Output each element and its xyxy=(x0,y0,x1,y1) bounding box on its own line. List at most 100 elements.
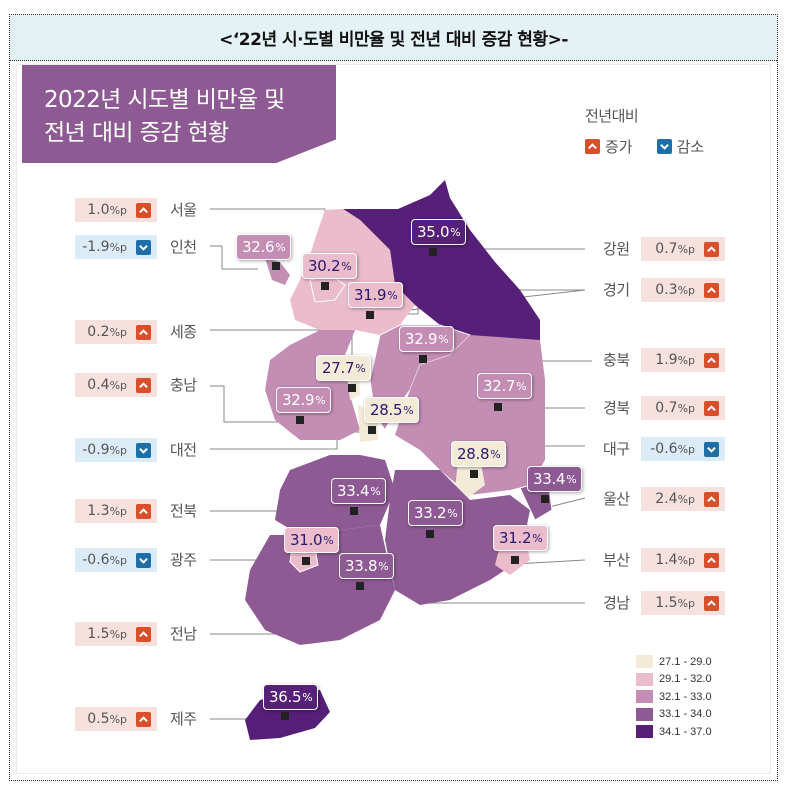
change-chip-chungbuk: 1.9%p xyxy=(641,348,725,372)
rate-bubble-gyeonggi: 31.9% xyxy=(348,282,404,308)
rate-bubble-gyeongnam: 33.2% xyxy=(408,500,464,526)
pin-daegu xyxy=(470,470,478,478)
range-legend-item: 32.1 - 33.0 xyxy=(636,688,712,706)
title-line-2: 전년 대비 증감 현황 xyxy=(44,120,229,146)
increase-arrow-icon xyxy=(136,202,151,218)
decrease-arrow-icon xyxy=(656,139,672,154)
change-chip-daegu: -0.6%p xyxy=(641,437,725,461)
rate-bubble-gyeongbuk: 32.7% xyxy=(477,373,533,399)
increase-arrow-icon xyxy=(704,595,719,611)
swatch-29-32 xyxy=(636,672,653,686)
region-daegu xyxy=(455,458,485,500)
region-chungnam xyxy=(265,330,360,440)
increase-arrow-icon xyxy=(136,711,151,727)
increase-arrow-icon xyxy=(136,377,151,393)
pin-sejong xyxy=(348,384,356,392)
decrease-arrow-icon xyxy=(136,552,151,568)
region-label-jeonnam: 전남 xyxy=(170,625,197,643)
increase-arrow-icon xyxy=(585,139,600,154)
decrease-arrow-icon xyxy=(136,239,151,255)
range-legend-item: 33.1 - 34.0 xyxy=(636,706,712,724)
rate-bubble-gangwon: 35.0% xyxy=(411,219,467,245)
decrease-arrow-icon xyxy=(136,442,151,458)
increase-arrow-icon xyxy=(704,352,719,368)
region-gangwon xyxy=(343,180,540,340)
rate-bubble-daegu: 28.8% xyxy=(451,441,507,467)
rate-bubble-jeonbuk: 33.4% xyxy=(331,478,387,504)
increase-arrow-icon xyxy=(704,491,719,507)
increase-arrow-icon xyxy=(704,400,719,416)
change-legend: 전년대비 증가 감소 xyxy=(585,105,704,157)
swatch-34-37 xyxy=(636,725,653,739)
range-legend-item: 29.1 - 32.0 xyxy=(636,671,712,689)
change-chip-chungnam: 0.4%p xyxy=(75,373,157,397)
change-chip-gwangju: -0.6%p xyxy=(75,548,157,572)
pin-gyeonggi xyxy=(366,311,374,319)
region-label-gangwon: 강원 xyxy=(603,240,630,258)
pin-jeju xyxy=(281,712,289,720)
pin-gangwon xyxy=(429,248,437,256)
change-chip-incheon: -1.9%p xyxy=(75,235,157,259)
rate-bubble-busan: 31.2% xyxy=(493,525,549,551)
rate-bubble-chungnam: 32.9% xyxy=(276,387,332,413)
change-chip-seoul: 1.0%p xyxy=(75,198,157,222)
change-chip-gyeongnam: 1.5%p xyxy=(641,591,725,615)
rate-bubble-jeonnam: 33.8% xyxy=(339,553,395,579)
pin-gyeongnam xyxy=(426,530,434,538)
change-chip-jeonnam: 1.5%p xyxy=(75,622,157,646)
increase-label: 증가 xyxy=(605,138,633,156)
pin-incheon xyxy=(272,262,280,270)
region-label-busan: 부산 xyxy=(603,551,630,569)
rate-bubble-ulsan: 33.4% xyxy=(527,466,583,492)
header-title: <‘22년 시·도별 비만율 및 전년 대비 증감 현황>- xyxy=(219,30,568,50)
rate-bubble-chungbuk: 32.9% xyxy=(399,326,455,352)
pin-gwangju xyxy=(302,557,310,565)
region-label-jeju: 제주 xyxy=(170,710,197,728)
increase-arrow-icon xyxy=(136,503,151,519)
range-legend: 27.1 - 29.0 29.1 - 32.0 32.1 - 33.0 33.1… xyxy=(636,653,712,741)
region-incheon xyxy=(265,258,290,285)
region-label-chungnam: 충남 xyxy=(170,376,197,394)
region-label-gyeonggi: 경기 xyxy=(603,281,630,299)
decrease-arrow-icon xyxy=(704,441,719,457)
increase-arrow-icon xyxy=(136,324,151,340)
region-label-incheon: 인천 xyxy=(170,238,197,256)
header-bar: <‘22년 시·도별 비만율 및 전년 대비 증감 현황>- xyxy=(10,15,777,61)
increase-arrow-icon xyxy=(136,626,151,642)
change-chip-jeonbuk: 1.3%p xyxy=(75,499,157,523)
decrease-label: 감소 xyxy=(676,138,705,156)
pin-chungbuk xyxy=(419,355,427,363)
rate-bubble-daejeon: 28.5% xyxy=(364,397,420,423)
pin-ulsan xyxy=(541,495,549,503)
outer-frame xyxy=(9,14,778,781)
change-chip-sejong: 0.2%p xyxy=(75,320,157,344)
infographic-title-box xyxy=(22,65,336,163)
increase-arrow-icon xyxy=(704,552,719,568)
region-label-gwangju: 광주 xyxy=(170,551,197,569)
rate-bubble-sejong: 27.7% xyxy=(316,355,372,381)
region-label-seoul: 서울 xyxy=(170,201,197,219)
rate-bubble-incheon: 32.6% xyxy=(236,234,292,260)
swatch-32-33 xyxy=(636,690,653,704)
increase-arrow-icon xyxy=(704,282,719,298)
region-label-daejeon: 대전 xyxy=(170,441,197,459)
region-label-gyeongnam: 경남 xyxy=(603,594,630,612)
change-chip-gyeongbuk: 0.7%p xyxy=(641,396,725,420)
range-legend-item: 27.1 - 29.0 xyxy=(636,653,712,671)
rate-bubble-seoul: 30.2% xyxy=(302,253,358,279)
region-label-chungbuk: 충북 xyxy=(603,351,630,369)
change-chip-gyeonggi: 0.3%p xyxy=(641,278,725,302)
increase-arrow-icon xyxy=(704,241,719,257)
range-legend-item: 34.1 - 37.0 xyxy=(636,723,712,741)
pin-daejeon xyxy=(368,426,376,434)
pin-gyeongbuk xyxy=(494,403,502,411)
change-legend-title: 전년대비 xyxy=(585,107,639,125)
rate-bubble-gwangju: 31.0% xyxy=(284,527,340,553)
region-label-daegu: 대구 xyxy=(603,440,630,458)
pin-busan xyxy=(511,556,519,564)
rate-bubble-jeju: 36.5% xyxy=(263,684,319,710)
change-chip-jeju: 0.5%p xyxy=(75,707,157,731)
pin-jeonnam xyxy=(356,582,364,590)
swatch-27-29 xyxy=(636,655,653,669)
pin-seoul xyxy=(321,282,329,290)
